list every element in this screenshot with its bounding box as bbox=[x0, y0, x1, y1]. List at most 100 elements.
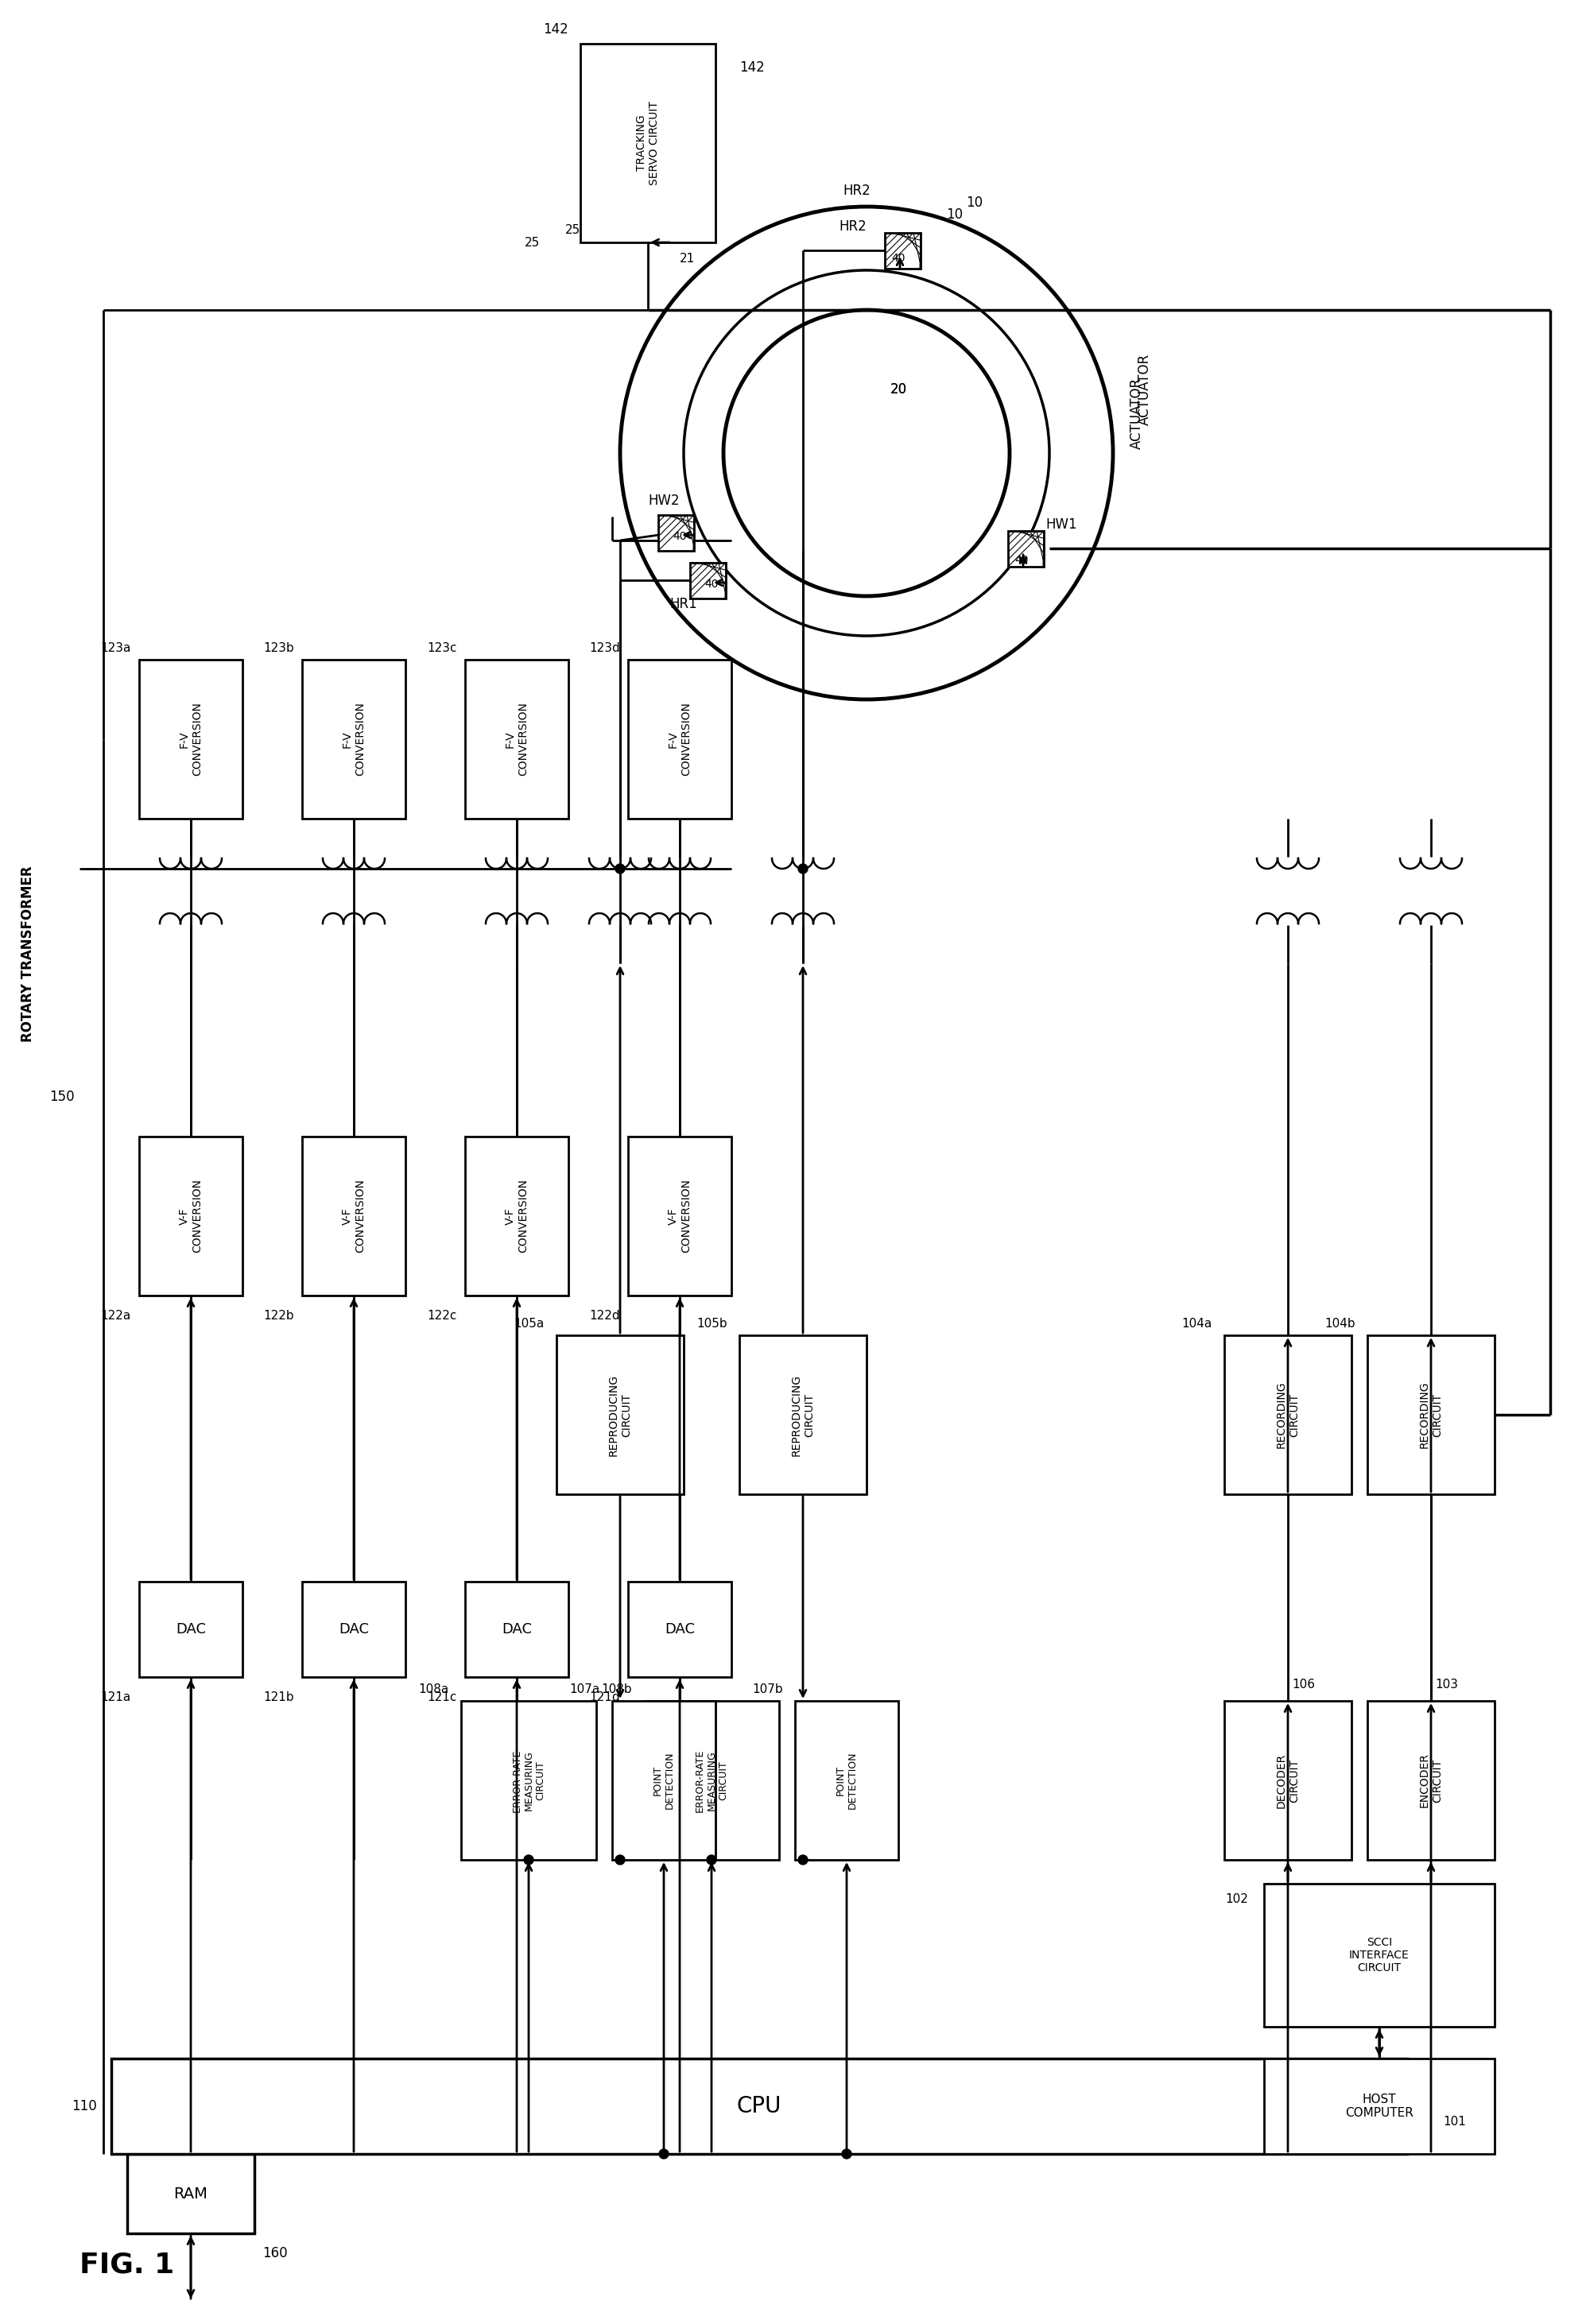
Text: 40: 40 bbox=[672, 530, 687, 541]
Text: DAC: DAC bbox=[665, 1622, 695, 1636]
Text: 160: 160 bbox=[262, 2245, 287, 2261]
Bar bbox=[140, 1136, 243, 1294]
Bar bbox=[1224, 1336, 1351, 1494]
Bar bbox=[644, 1701, 779, 1859]
Text: 142: 142 bbox=[739, 60, 764, 74]
Text: TRACKING
SERVO CIRCUIT: TRACKING SERVO CIRCUIT bbox=[636, 100, 660, 186]
Text: V-F
CONVERSION: V-F CONVERSION bbox=[504, 1178, 528, 1253]
Bar bbox=[301, 660, 406, 818]
Circle shape bbox=[798, 865, 807, 874]
Bar bbox=[739, 1336, 866, 1494]
Text: 122b: 122b bbox=[263, 1308, 293, 1322]
Text: F-V
CONVERSION: F-V CONVERSION bbox=[668, 702, 691, 776]
Text: 121c: 121c bbox=[427, 1692, 457, 1703]
Bar bbox=[658, 516, 695, 551]
Text: 123d: 123d bbox=[590, 641, 620, 653]
Text: 142: 142 bbox=[542, 23, 568, 37]
Text: 102: 102 bbox=[1224, 1894, 1248, 1906]
Text: F-V
CONVERSION: F-V CONVERSION bbox=[179, 702, 203, 776]
Text: 121b: 121b bbox=[263, 1692, 293, 1703]
Text: 108a: 108a bbox=[419, 1683, 449, 1694]
Text: FIG. 1: FIG. 1 bbox=[79, 2252, 174, 2280]
Text: 107b: 107b bbox=[752, 1683, 783, 1694]
Circle shape bbox=[615, 865, 625, 874]
Bar bbox=[1367, 1701, 1494, 1859]
Bar bbox=[612, 1701, 715, 1859]
Text: POINT
DETECTION: POINT DETECTION bbox=[653, 1752, 676, 1808]
Text: REPRODUCING
CIRCUIT: REPRODUCING CIRCUIT bbox=[607, 1373, 633, 1455]
Text: ROTARY TRANSFORMER: ROTARY TRANSFORMER bbox=[21, 865, 35, 1041]
Text: V-F
CONVERSION: V-F CONVERSION bbox=[341, 1178, 366, 1253]
Text: 121d: 121d bbox=[590, 1692, 620, 1703]
Bar bbox=[1224, 1701, 1351, 1859]
Circle shape bbox=[707, 1855, 717, 1864]
Text: V-F
CONVERSION: V-F CONVERSION bbox=[668, 1178, 691, 1253]
Text: HW1: HW1 bbox=[1045, 518, 1077, 532]
Text: SCCI
INTERFACE
CIRCUIT: SCCI INTERFACE CIRCUIT bbox=[1350, 1936, 1410, 1973]
Text: 121a: 121a bbox=[102, 1692, 132, 1703]
Bar bbox=[465, 660, 568, 818]
Text: HR2: HR2 bbox=[839, 218, 866, 235]
Text: 107a: 107a bbox=[569, 1683, 600, 1694]
Text: DECODER
CIRCUIT: DECODER CIRCUIT bbox=[1275, 1752, 1301, 1808]
Bar bbox=[628, 1136, 731, 1294]
Text: 104b: 104b bbox=[1324, 1318, 1356, 1329]
Text: 104a: 104a bbox=[1182, 1318, 1212, 1329]
Text: 122d: 122d bbox=[590, 1308, 620, 1322]
Bar bbox=[1009, 530, 1044, 567]
Text: HOST
COMPUTER: HOST COMPUTER bbox=[1345, 2094, 1413, 2119]
Bar bbox=[557, 1336, 684, 1494]
Bar bbox=[465, 1583, 568, 1678]
Bar bbox=[1367, 1336, 1494, 1494]
Text: 101: 101 bbox=[1443, 2117, 1465, 2129]
Text: HW2: HW2 bbox=[649, 493, 679, 509]
Bar bbox=[690, 562, 726, 600]
Text: 25: 25 bbox=[525, 237, 539, 249]
Text: ACTUATOR: ACTUATOR bbox=[1137, 353, 1151, 425]
Text: 123b: 123b bbox=[263, 641, 293, 653]
Bar bbox=[1264, 2059, 1494, 2154]
Text: CPU: CPU bbox=[737, 2096, 782, 2117]
Text: ENCODER
CIRCUIT: ENCODER CIRCUIT bbox=[1419, 1752, 1443, 1808]
Text: RAM: RAM bbox=[174, 2187, 208, 2201]
Text: HR1: HR1 bbox=[669, 597, 698, 611]
Text: F-V
CONVERSION: F-V CONVERSION bbox=[504, 702, 528, 776]
Bar bbox=[580, 44, 715, 242]
Text: REPRODUCING
CIRCUIT: REPRODUCING CIRCUIT bbox=[791, 1373, 815, 1455]
Text: 10: 10 bbox=[966, 195, 983, 209]
Circle shape bbox=[798, 1855, 807, 1864]
Text: 25: 25 bbox=[565, 225, 580, 237]
Bar bbox=[628, 660, 731, 818]
Circle shape bbox=[842, 2150, 852, 2159]
Text: F-V
CONVERSION: F-V CONVERSION bbox=[341, 702, 366, 776]
Bar bbox=[301, 1583, 406, 1678]
Bar bbox=[140, 1583, 243, 1678]
Bar bbox=[465, 1136, 568, 1294]
Text: 123a: 123a bbox=[100, 641, 132, 653]
Text: 108b: 108b bbox=[601, 1683, 631, 1694]
Text: 110: 110 bbox=[71, 2099, 97, 2113]
Text: ERROR-RATE
MEASURING
CIRCUIT: ERROR-RATE MEASURING CIRCUIT bbox=[695, 1750, 728, 1813]
Circle shape bbox=[523, 1855, 533, 1864]
Text: DAC: DAC bbox=[176, 1622, 206, 1636]
Bar bbox=[462, 1701, 596, 1859]
Text: 122a: 122a bbox=[102, 1308, 132, 1322]
Bar bbox=[111, 2059, 1407, 2154]
Circle shape bbox=[660, 2150, 669, 2159]
Text: 20: 20 bbox=[890, 383, 907, 397]
Bar bbox=[140, 660, 243, 818]
Text: RECORDING
CIRCUIT: RECORDING CIRCUIT bbox=[1275, 1380, 1301, 1448]
Text: ACTUATOR: ACTUATOR bbox=[1129, 376, 1144, 449]
Bar bbox=[301, 1136, 406, 1294]
Bar bbox=[795, 1701, 898, 1859]
Text: 20: 20 bbox=[890, 383, 907, 397]
Bar bbox=[628, 1583, 731, 1678]
Text: DAC: DAC bbox=[501, 1622, 531, 1636]
Text: V-F
CONVERSION: V-F CONVERSION bbox=[179, 1178, 203, 1253]
Text: 40: 40 bbox=[704, 579, 718, 590]
Text: 10: 10 bbox=[945, 207, 963, 221]
Text: 103: 103 bbox=[1435, 1678, 1458, 1692]
Text: ERROR-RATE
MEASURING
CIRCUIT: ERROR-RATE MEASURING CIRCUIT bbox=[512, 1750, 546, 1813]
Bar bbox=[885, 232, 920, 270]
Text: HR2: HR2 bbox=[842, 184, 871, 198]
